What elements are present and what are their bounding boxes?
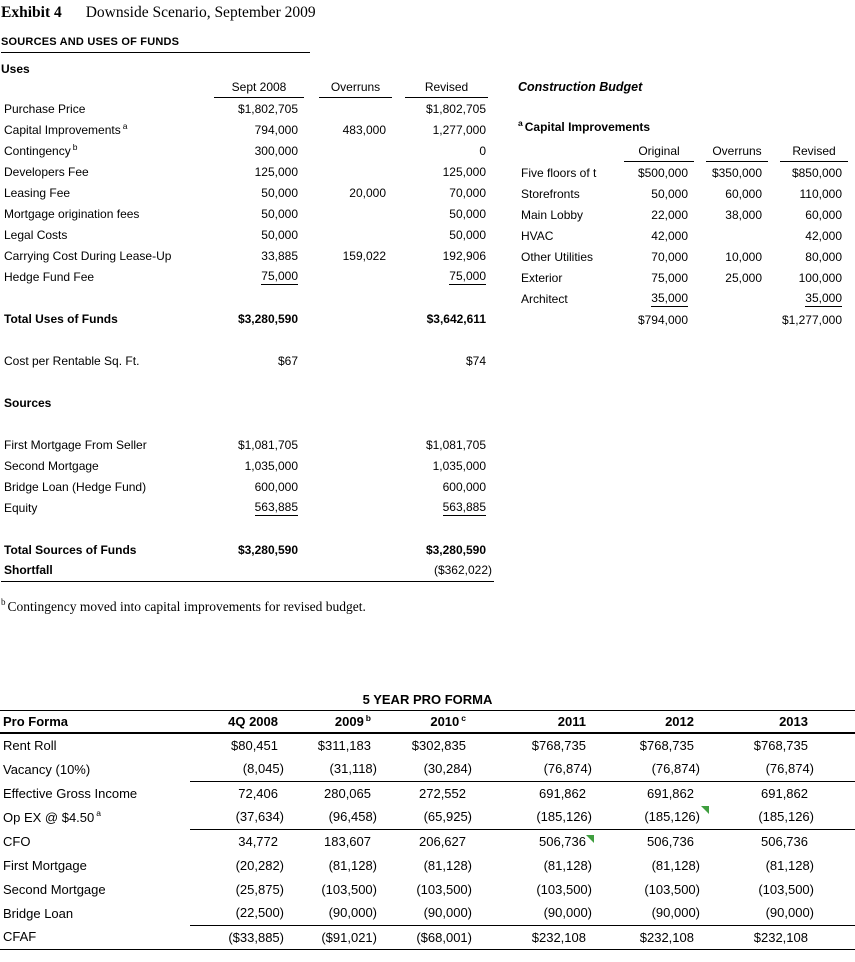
row-first-mortgage: First Mortgage (20,282) (81,128) (81,128…	[3, 857, 814, 873]
col-header-2010: 2010 c	[379, 711, 474, 734]
spacer-row	[1, 329, 494, 350]
col-header-original: Original	[614, 141, 696, 162]
row-second-mortgage-source: Second Mortgage 1,035,000 1,035,000	[4, 458, 486, 473]
row-leasing-fee: Leasing Fee 50,000 20,000 70,000	[4, 185, 486, 200]
footnote-c-marker: c	[461, 712, 466, 723]
uses-column-header-row: Sept 2008 Overruns Revised	[1, 77, 494, 98]
row-carrying-cost: Carrying Cost During Lease-Up 33,885 159…	[4, 248, 486, 263]
capital-improvements-subheading: a Capital Improvements	[518, 118, 651, 134]
construction-budget-table: Original Overruns Revised Five floors of…	[518, 141, 850, 330]
cell-flag-icon	[701, 806, 709, 814]
footnote-b-marker: b	[72, 141, 78, 152]
col-header-sept-2008: Sept 2008	[214, 77, 306, 98]
cell-flag-icon	[586, 834, 594, 843]
spacer-row	[1, 413, 494, 434]
exhibit-title: Exhibit 4 Downside Scenario, September 20…	[1, 4, 316, 22]
row-equity: Equity 563,885 563,885	[4, 499, 486, 516]
row-bridge-loan: Bridge Loan (22,500) (90,000) (90,000) (…	[0, 901, 855, 926]
row-hedge-fund-fee: Hedge Fund Fee 75,000 75,000	[4, 268, 486, 285]
footnote-b: b Contingency moved into capital improvem…	[1, 597, 366, 614]
exhibit-name: Downside Scenario, September 2009	[85, 4, 316, 21]
pro-forma-header-row: Pro Forma 4Q 2008 2009 b 2010 c 2011 2012 …	[0, 711, 855, 734]
row-legal-costs: Legal Costs 50,000 50,000	[4, 227, 486, 242]
row-budget-total: $794,000 $1,277,000	[637, 312, 842, 327]
row-op-ex: Op EX @ $4.50 a (37,634) (96,458) (65,925…	[0, 805, 855, 830]
col-header-revised: Revised	[394, 77, 494, 98]
row-vacancy: Vacancy (10%) (8,045) (31,118) (30,284) …	[0, 757, 855, 782]
construction-budget-heading: Construction Budget	[518, 80, 643, 94]
row-second-mortgage: Second Mortgage (25,875) (103,500) (103,…	[3, 881, 814, 897]
col-header-2011: 2011	[474, 711, 594, 734]
row-cfo: CFO 34,772 183,607 206,627 506,736 506,7…	[3, 833, 808, 849]
row-bridge-loan-source: Bridge Loan (Hedge Fund) 600,000 600,000	[4, 479, 486, 494]
row-first-mortgage-from-seller: First Mortgage From Seller $1,081,705 $1…	[4, 437, 486, 452]
sources-section-label: Sources	[4, 395, 52, 410]
col-header-revised: Revised	[770, 141, 850, 162]
pro-forma-title: 5 YEAR PRO FORMA	[0, 692, 855, 711]
col-header-pro-forma: Pro Forma	[0, 711, 190, 734]
row-total-uses: Total Uses of Funds $3,280,590 $3,642,61…	[4, 311, 486, 326]
row-effective-gross-income: Effective Gross Income 72,406 280,065 27…	[3, 785, 808, 801]
sources-section-label-row: Sources	[1, 392, 494, 413]
row-five-floors: Five floors of t $500,000 $350,000 $850,…	[521, 165, 842, 180]
uses-section-label: Uses	[1, 62, 30, 76]
row-developers-fee: Developers Fee 125,000 125,000	[4, 164, 486, 179]
construction-budget-section: Construction Budget a Capital Improvement…	[518, 80, 850, 330]
spacer-row	[1, 371, 494, 392]
footnote-a-marker: a	[96, 808, 101, 819]
footnote-a-marker: a	[518, 118, 523, 128]
sources-uses-heading: SOURCES AND USES OF FUNDS	[1, 36, 310, 53]
row-hvac: HVAC 42,000 42,000	[521, 228, 842, 243]
row-storefronts: Storefronts 50,000 60,000 110,000	[521, 186, 842, 201]
col-header-4q-2008: 4Q 2008	[190, 711, 286, 734]
row-mortgage-origination-fees: Mortgage origination fees 50,000 50,000	[4, 206, 486, 221]
row-architect: Architect 35,000 35,000	[521, 290, 842, 307]
row-other-utilities: Other Utilities 70,000 10,000 80,000	[521, 249, 842, 264]
footnote-a-marker: a	[122, 120, 128, 131]
col-header-2013: 2013	[702, 711, 816, 734]
row-rent-roll: Rent Roll $80,451 $311,183 $302,835 $768…	[3, 738, 808, 753]
sources-uses-table: Sept 2008 Overruns Revised Purchase Pric…	[1, 77, 494, 582]
sources-uses-section: SOURCES AND USES OF FUNDS Uses Sept 2008…	[1, 36, 494, 615]
budget-column-header-row: Original Overruns Revised	[518, 141, 850, 162]
row-main-lobby: Main Lobby 22,000 38,000 60,000	[521, 207, 842, 222]
row-cost-per-sqft: Cost per Rentable Sq. Ft. $67 $74	[4, 353, 486, 368]
col-header-overruns: Overruns	[696, 141, 770, 162]
row-contingency: Contingency b 300,000 0	[4, 141, 486, 158]
spacer-row	[1, 518, 494, 539]
col-header-2009: 2009 b	[286, 711, 379, 734]
row-total-sources: Total Sources of Funds $3,280,590 $3,280…	[4, 542, 486, 557]
pro-forma-section: 5 YEAR PRO FORMA Pro Forma 4Q 2008 2009 b…	[0, 692, 855, 950]
row-cfaf: CFAF ($33,885) ($91,021) ($68,001) $232,…	[0, 925, 855, 950]
row-shortfall: Shortfall ($362,022)	[1, 560, 494, 582]
pro-forma-table: Pro Forma 4Q 2008 2009 b 2010 c 2011 2012 …	[0, 711, 855, 950]
col-header-overruns: Overruns	[306, 77, 394, 98]
col-header-2012: 2012	[594, 711, 702, 734]
spacer-row	[1, 287, 494, 308]
exhibit-label: Exhibit 4	[1, 4, 62, 21]
footnote-b-marker: b	[365, 712, 371, 723]
row-purchase-price: Purchase Price $1,802,705 $1,802,705	[4, 101, 486, 116]
footnote-b-marker: b	[1, 597, 6, 607]
row-capital-improvements: Capital Improvements a 794,000 483,000 1,…	[4, 120, 486, 137]
row-exterior: Exterior 75,000 25,000 100,000	[521, 270, 842, 285]
